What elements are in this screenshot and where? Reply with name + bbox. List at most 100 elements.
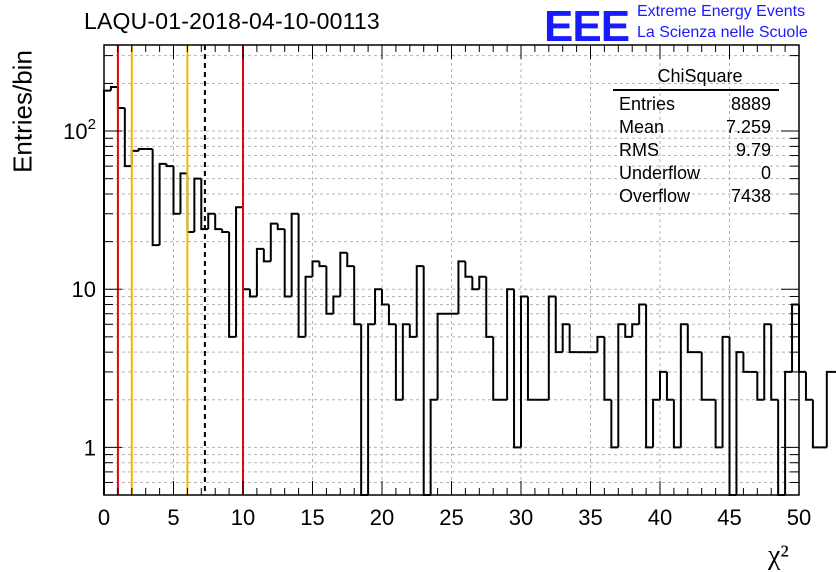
histogram-bin [610, 399, 619, 449]
histogram-bin [235, 206, 243, 337]
histogram-bin [471, 276, 480, 291]
histogram-bin [617, 323, 626, 448]
histogram-bin [158, 162, 167, 246]
histogram-bin [735, 351, 744, 495]
histogram-bin [262, 248, 271, 263]
stats-row-overflow: Overflow 7438 [619, 186, 771, 206]
histogram-bin [109, 85, 118, 91]
histogram-bin [304, 275, 313, 337]
y-tick-label: 1 [84, 435, 96, 460]
histogram-bin [631, 323, 640, 337]
x-tick-label: 25 [439, 505, 463, 530]
stats-row-rms: RMS 9.79 [619, 140, 771, 160]
histogram-bin [130, 149, 139, 167]
histogram-bin [297, 213, 306, 338]
histogram-bin [367, 323, 376, 495]
x-tick-label: 35 [578, 505, 602, 530]
x-tick-label: 10 [231, 505, 255, 530]
stats-box: ChiSquare Entries 8889 Mean 7.259 RMS 9.79 … [613, 66, 779, 208]
histogram-bin [645, 304, 654, 449]
histogram-bin [387, 304, 396, 326]
histogram-bin [103, 89, 111, 495]
histogram-bin [255, 247, 264, 297]
histogram-bin [228, 232, 237, 338]
histogram-bin [346, 252, 355, 268]
histogram-bin [436, 312, 445, 400]
histogram-bin [123, 107, 132, 168]
histogram-bin [332, 295, 341, 314]
histogram-bin [394, 324, 403, 401]
histogram-bin [492, 336, 501, 401]
histogram-bin [172, 166, 181, 215]
histogram-bin [825, 370, 834, 448]
histogram-bin [374, 288, 382, 325]
histogram-bin [721, 335, 730, 448]
histogram-bin [415, 265, 424, 337]
histogram-bin [401, 323, 410, 400]
histogram-bin [290, 212, 299, 297]
histogram-bin [784, 370, 793, 495]
histogram-bin [360, 324, 369, 496]
histogram-bin [200, 178, 209, 231]
histogram-bin [429, 398, 438, 495]
y-tick-label: 102 [63, 116, 96, 144]
x-tick-label: 50 [787, 505, 811, 530]
histogram-bin [381, 289, 389, 306]
histogram-bin [513, 289, 521, 449]
histogram-bin [248, 289, 257, 298]
histogram-bin [791, 303, 799, 372]
stats-row-mean: Mean 7.259 [619, 117, 771, 137]
histogram-bin [526, 296, 535, 401]
histogram-bin [798, 304, 806, 373]
histogram-bin [652, 398, 660, 448]
histogram-bin [325, 266, 334, 315]
stats-title: ChiSquare [657, 66, 743, 86]
histogram-bin [165, 163, 174, 168]
histogram-bin [728, 336, 737, 496]
histogram-bin [221, 229, 230, 234]
histogram-bin [770, 324, 779, 401]
stats-row-entries: Entries 8889 [619, 94, 771, 114]
histogram-bin [137, 148, 146, 151]
histogram-bin [116, 86, 125, 109]
histogram-bin [242, 207, 250, 291]
histogram-bin [756, 371, 765, 401]
histogram-bin [457, 260, 466, 314]
histogram-bin [672, 399, 681, 449]
histogram-bin [763, 323, 772, 400]
x-tick-label: 30 [509, 505, 533, 530]
histogram-bin [151, 149, 160, 247]
x-tick-label: 15 [300, 505, 324, 530]
y-tick-label: 10 [72, 277, 96, 302]
chart-title: LAQU-01-2018-04-10-00113 [84, 8, 380, 34]
histogram-bin [276, 223, 285, 231]
histogram-bin [547, 295, 556, 400]
stats-divider [613, 89, 779, 91]
histogram-bin [422, 266, 431, 496]
histogram-bin [686, 324, 695, 354]
histogram-bin [714, 399, 723, 449]
histogram-bin [596, 335, 605, 353]
histogram-bin [207, 212, 216, 230]
x-tick-label: 40 [648, 505, 672, 530]
x-tick-label: 45 [717, 505, 741, 530]
histogram-bin [408, 324, 417, 338]
histogram-bin [638, 303, 647, 325]
histogram-bin [283, 229, 292, 298]
histogram-bin [603, 336, 612, 401]
histogram-bin [339, 251, 348, 297]
histogram-bin [464, 261, 473, 278]
histogram-bin [214, 213, 223, 231]
histogram-bin [811, 399, 820, 449]
histogram-bin [506, 288, 515, 400]
histogram-bin [193, 177, 202, 233]
histogram-bin [742, 352, 751, 373]
eee-logo: EEE [544, 2, 630, 51]
histogram-bin [665, 371, 674, 401]
histogram-bin [659, 370, 667, 400]
histogram-bin [624, 324, 633, 338]
histogram-bin [179, 172, 188, 214]
histogram-bin [554, 296, 563, 354]
histogram-bin [568, 324, 577, 354]
